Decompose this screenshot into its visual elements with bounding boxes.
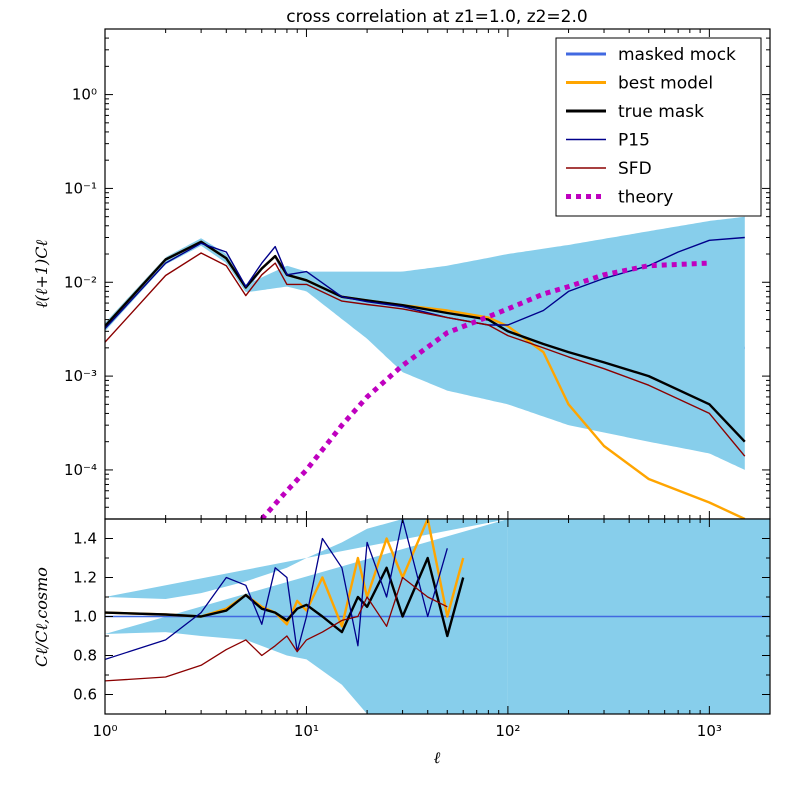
top-series-masked-mock-band xyxy=(105,216,745,470)
bottom-series-p15 xyxy=(105,519,448,661)
chart-title: cross correlation at z1=1.0, z2=2.0 xyxy=(286,7,587,27)
legend-label-p15: P15 xyxy=(618,131,650,151)
legend-label-masked-mock: masked mock xyxy=(618,45,736,65)
bottom-y-tick-label: 1.4 xyxy=(73,530,97,548)
top-series-true-mask xyxy=(105,240,746,443)
top-y-tick-label: 10⁻¹ xyxy=(64,179,97,197)
bottom-y-tick-label: 0.8 xyxy=(73,647,97,665)
bottom-y-axis-label: Cℓ/Cℓ,cosmo xyxy=(32,567,51,667)
bottom-y-tick-label: 0.6 xyxy=(73,686,97,704)
x-axis-label: ℓ xyxy=(434,748,441,767)
x-tick-label: 10³ xyxy=(697,722,722,740)
top-panel: cross correlation at z1=1.0, z2=2.0 10⁰ 1… xyxy=(32,7,771,520)
legend-label-best-model: best model xyxy=(618,74,713,94)
top-y-tick-label: 10⁻³ xyxy=(64,367,97,385)
bottom-y-tick-label: 1.2 xyxy=(73,569,97,587)
x-tick-label: 10¹ xyxy=(294,722,319,740)
top-y-tick-label: 10⁻² xyxy=(64,273,97,291)
legend-label-theory: theory xyxy=(618,188,673,208)
top-y-tick-label: 10⁰ xyxy=(72,86,97,104)
top-y-tick-label: 10⁻⁴ xyxy=(64,461,97,479)
top-y-axis-label: ℓ(ℓ+1)Cℓ xyxy=(32,240,51,309)
top-series-sfd xyxy=(105,252,746,457)
x-tick-label: 10⁰ xyxy=(92,722,117,740)
legend-label-true-mask: true mask xyxy=(618,102,704,122)
x-tick-label: 10² xyxy=(495,722,520,740)
bottom-series-sfd xyxy=(105,576,448,682)
legend-box xyxy=(555,37,762,217)
legend-label-sfd: SFD xyxy=(618,159,652,179)
legend: masked mock best model true mask P15 SFD theo… xyxy=(555,37,762,217)
bottom-series-true-mask xyxy=(105,556,465,638)
bottom-y-tick-label: 1.0 xyxy=(73,608,97,626)
